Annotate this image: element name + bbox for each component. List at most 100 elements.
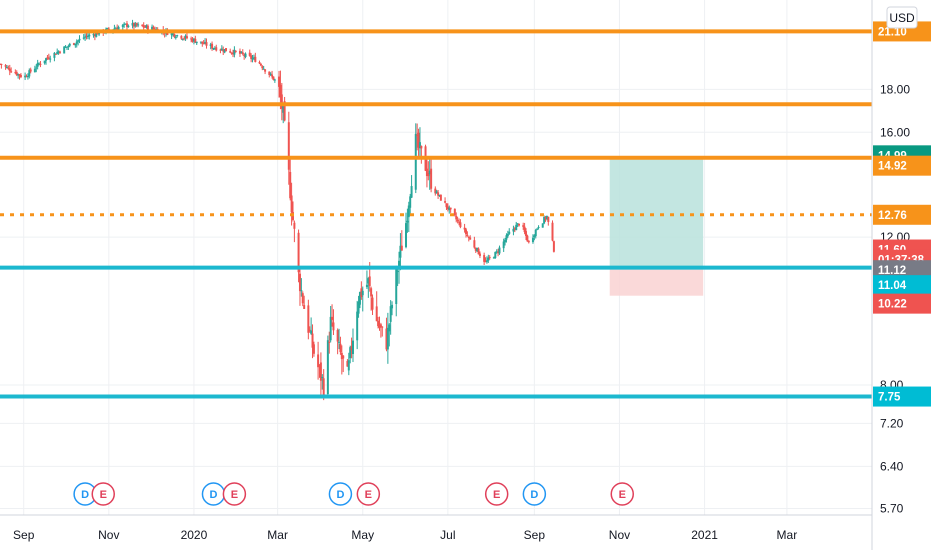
x-tick-label: May [351,528,374,542]
candle-body [229,51,232,53]
target-zone[interactable] [609,156,704,268]
candle-up [28,68,31,79]
event-letter: E [493,489,500,501]
dividend-event-marker[interactable]: D [522,482,547,506]
earnings-event-marker[interactable]: E [222,482,247,506]
candle-up [321,374,324,390]
dividend-event-marker[interactable]: D [201,482,226,506]
candle-body [534,229,537,237]
dividend-event-marker[interactable]: D [328,482,353,506]
candle-up [329,305,332,343]
dividend-event-marker[interactable]: D [73,482,97,506]
candle-body [498,247,501,254]
candle-body [547,216,550,223]
candle-down [350,337,353,359]
candle-down [464,227,467,238]
candle-down [445,203,448,210]
candle-down [47,53,50,60]
event-letter: D [81,489,89,501]
candle-body [184,35,187,38]
candle-up [53,51,56,62]
candle-down [54,53,57,55]
candle-up [399,233,402,271]
candle-body [205,42,208,46]
candle-up [310,317,313,335]
candle-body [117,26,120,30]
price-badge: 7.75 [873,386,931,407]
candle-body [406,220,409,223]
candle-body [418,142,421,149]
candle-body [527,240,530,243]
candle-body [312,344,315,354]
candle-up [36,59,39,70]
candle-down [18,73,21,80]
candle-body [377,320,380,327]
candle-down [141,24,144,27]
candle-down [278,70,281,98]
candle-up [395,265,398,317]
candle-body [181,38,184,40]
earnings-event-marker[interactable]: E [91,482,115,506]
earnings-event-marker[interactable]: E [484,482,509,506]
candle-body [375,306,378,322]
candle-body [338,341,341,343]
candle-up [365,270,368,289]
candle-down [318,364,321,378]
candle-body [473,240,476,248]
earnings-event-marker[interactable]: E [356,482,381,506]
candle-body [244,53,247,58]
candle-down [173,33,176,39]
candle-body [19,75,22,78]
candle-down [311,324,314,359]
candle-body [201,41,204,44]
candle-body [279,84,282,98]
candle-body [526,235,529,242]
candle-down [477,247,480,255]
event-circle [522,482,547,506]
candle-up [199,41,202,45]
candle-down [14,69,17,75]
candle-down [513,226,516,233]
candle-down [449,207,452,213]
candle-up [181,38,184,41]
candle-body [478,253,481,256]
candle-body [113,28,116,30]
candle-body [8,68,11,72]
candle-down [234,50,237,53]
candle-down [293,220,296,243]
candle-body [77,40,80,42]
candle-up [145,24,148,29]
candle-down [243,53,246,60]
candle-down [456,216,459,224]
candle-up [494,251,497,259]
candle-up [531,234,534,244]
candle-down [287,111,290,185]
price-badge: 10.22 [873,293,931,314]
long-position-tool[interactable] [609,156,704,296]
candle-body [225,48,228,52]
candle-up [300,278,303,297]
candle-down [298,266,301,306]
candle-up [67,44,70,51]
horizontal-levels[interactable] [0,29,872,399]
candle-down [229,48,232,54]
event-letter: D [530,489,538,501]
currency-button[interactable]: USD [886,6,918,29]
candle-body [124,23,127,25]
candle-up [213,46,216,50]
candle-body [425,168,428,177]
candle-up [338,328,341,350]
candle-down [144,25,147,28]
earnings-event-marker[interactable]: E [610,482,635,506]
x-tick-label: Jul [440,528,455,542]
candle-body [78,38,81,41]
candle-up [204,38,207,45]
candle-body [241,52,244,55]
candle-up [114,26,117,30]
stop-zone[interactable] [609,267,704,296]
candle-down [259,62,262,67]
candle-down [417,128,420,158]
candle-body [319,362,322,381]
